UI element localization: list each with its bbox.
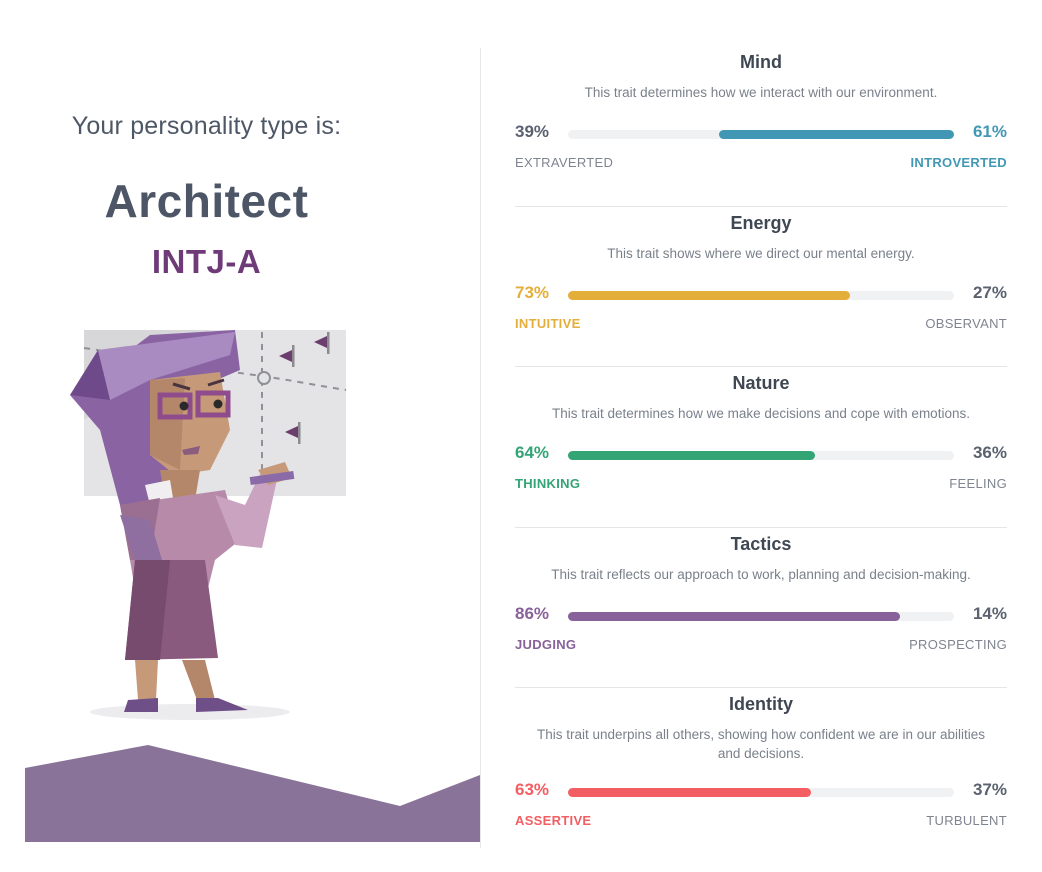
right-percent: 37% <box>972 780 1007 799</box>
left-percent: 73% <box>515 282 550 302</box>
trait-title: Mind <box>740 52 782 72</box>
trait-bar-track <box>568 788 954 797</box>
trait-bar-fill <box>568 451 816 460</box>
trait-title: Identity <box>728 694 793 714</box>
trait-identity: Identity This trait underpins all others… <box>515 688 1007 849</box>
right-label: OBSERVANT <box>925 315 1007 331</box>
panel-divider <box>480 48 481 848</box>
ground-shape <box>25 745 480 842</box>
trait-meter: 73% 27% <box>515 283 1007 303</box>
trait-description: This trait shows where we direct our men… <box>607 245 915 261</box>
trait-nature: Nature This trait determines how we make… <box>515 367 1007 528</box>
left-label: JUDGING <box>515 636 577 652</box>
left-percent: 39% <box>515 122 550 141</box>
left-label: EXTRAVERTED <box>515 155 614 170</box>
trait-bar-track <box>568 611 954 621</box>
trait-meter: 86% 14% <box>515 604 1007 624</box>
left-label: INTUITIVE <box>515 315 581 331</box>
personality-type-name: Architect <box>104 175 309 227</box>
result-panel: Your personality type is: Architect INTJ… <box>0 0 480 872</box>
traits-list: Mind This trait determines how we intera… <box>515 46 1007 849</box>
trait-description: This trait determines how we make decisi… <box>552 406 970 421</box>
trait-mind: Mind This trait determines how we intera… <box>515 46 1007 207</box>
trait-meter: 63% 37% <box>515 780 1007 800</box>
trait-separator <box>515 205 1007 207</box>
right-label: FEELING <box>949 476 1007 491</box>
trait-bar-track <box>568 290 954 300</box>
trait-title: Tactics <box>730 533 792 554</box>
trait-description: This trait determines how we interact wi… <box>584 85 938 100</box>
trait-description: This trait reflects our approach to work… <box>551 566 971 582</box>
trait-separator <box>515 526 1007 528</box>
trait-meter: 39% 61% <box>515 122 1007 142</box>
left-label: THINKING <box>515 476 581 491</box>
trait-tactics: Tactics This trait reflects our approach… <box>515 528 1007 688</box>
trait-labels: JUDGING PROSPECTING <box>515 637 1007 653</box>
left-percent: 86% <box>515 603 550 623</box>
right-label: PROSPECTING <box>909 636 1007 652</box>
trait-title: Energy <box>730 212 792 233</box>
trait-labels: INTUITIVE OBSERVANT <box>515 316 1007 332</box>
trait-energy: Energy This trait shows where we direct … <box>515 207 1007 367</box>
trait-bar-fill <box>568 788 812 797</box>
architect-illustration <box>70 330 347 720</box>
personality-type-code: INTJ-A <box>151 243 262 280</box>
trait-bar-fill <box>568 611 900 621</box>
right-label: INTROVERTED <box>910 155 1007 170</box>
result-intro: Your personality type is: <box>71 112 342 140</box>
left-label: ASSERTIVE <box>515 813 592 828</box>
trait-separator <box>515 687 1007 688</box>
right-percent: 36% <box>972 443 1007 462</box>
left-percent: 63% <box>515 780 550 799</box>
trait-bar-track <box>568 130 954 139</box>
right-label: TURBULENT <box>926 813 1007 828</box>
right-percent: 27% <box>972 282 1007 302</box>
trait-title: Nature <box>732 373 790 393</box>
trait-bar-fill <box>718 130 954 139</box>
trait-separator <box>515 366 1007 367</box>
right-percent: 61% <box>972 122 1007 141</box>
trait-labels: THINKING FEELING <box>515 476 1007 492</box>
trait-labels: EXTRAVERTED INTROVERTED <box>515 155 1007 171</box>
trait-bar-fill <box>568 290 850 300</box>
trait-description: This trait underpins all others, showing… <box>537 727 985 761</box>
left-percent: 64% <box>515 443 550 462</box>
trait-bar-track <box>568 451 954 460</box>
right-percent: 14% <box>972 603 1007 623</box>
trait-labels: ASSERTIVE TURBULENT <box>515 813 1007 829</box>
trait-meter: 64% 36% <box>515 443 1007 463</box>
